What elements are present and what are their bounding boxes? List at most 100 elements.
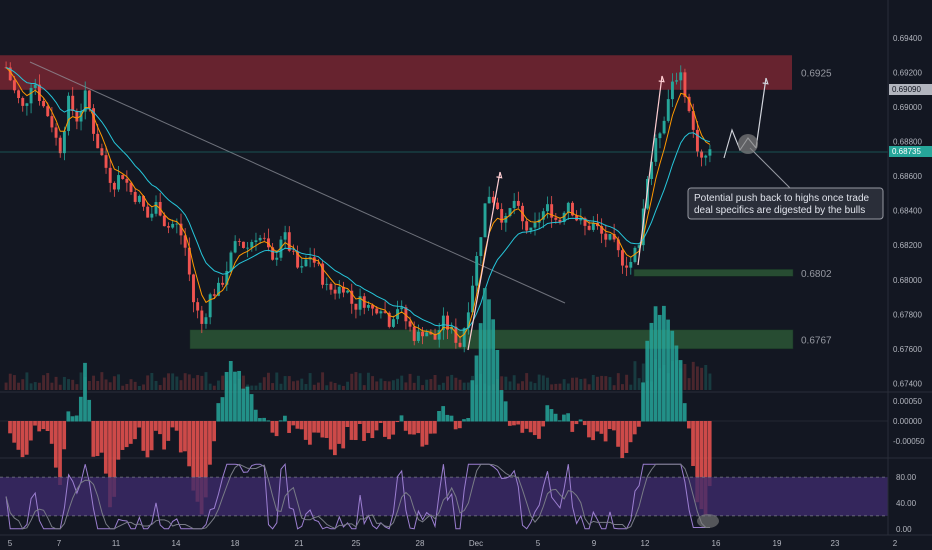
candle xyxy=(212,288,216,300)
osc1-bar xyxy=(295,421,300,429)
osc1-bar xyxy=(253,409,258,422)
volume-bar xyxy=(129,379,133,390)
annotation-callout[interactable]: Potential push back to highs once trade … xyxy=(687,134,884,220)
osc1-bar xyxy=(187,421,191,467)
volume-bar xyxy=(154,380,158,390)
price-tick-label: 0.68400 xyxy=(893,207,922,216)
candle-body xyxy=(104,155,108,168)
candle xyxy=(695,121,699,157)
candle xyxy=(670,73,674,108)
zone-support-minor[interactable] xyxy=(633,269,794,277)
candle xyxy=(562,211,566,225)
candle-body xyxy=(354,303,358,310)
price-tick-label: 0.68200 xyxy=(893,241,922,250)
time-tick-label: Dec xyxy=(469,539,483,548)
osc1-bar xyxy=(112,421,117,497)
time-axis[interactable]: 5 7 11 14 18 21 25 28 Dec 5 9 12 16 19 23 2 xyxy=(8,539,898,548)
annotation-box[interactable] xyxy=(687,187,884,220)
candle xyxy=(21,96,25,112)
candle xyxy=(658,131,662,149)
candle-body xyxy=(75,111,79,122)
candle-body xyxy=(358,296,362,310)
candle-body xyxy=(179,223,183,236)
candle xyxy=(208,292,212,325)
volume-bar xyxy=(79,372,83,390)
osc1-bar xyxy=(616,421,620,447)
candle-body xyxy=(554,217,558,220)
volume-bar xyxy=(17,382,21,390)
candle-body xyxy=(608,234,612,240)
osc1-tick-label: -0.00050 xyxy=(893,437,925,446)
zone-resistance[interactable] xyxy=(0,55,792,90)
osc1-bar xyxy=(333,421,337,456)
volume-bar xyxy=(29,383,33,390)
candle xyxy=(625,256,629,277)
projection-arrows-layer[interactable] xyxy=(467,75,769,351)
osc1-bar xyxy=(641,382,645,422)
osc1-bar xyxy=(70,416,75,422)
candle-body xyxy=(92,108,95,134)
volume-bar xyxy=(175,376,179,390)
osc1-bar xyxy=(37,421,42,432)
osc1-bar xyxy=(578,419,583,422)
candle-body xyxy=(546,204,549,212)
time-tick-label: 7 xyxy=(57,539,62,548)
candle-body xyxy=(375,308,379,314)
osc1-bar xyxy=(582,421,587,426)
volume-bar xyxy=(287,376,291,390)
candle-body xyxy=(25,103,29,106)
price-tick-label: 0.67400 xyxy=(893,379,922,388)
candle-body xyxy=(50,116,54,128)
osc1-bar xyxy=(191,421,196,491)
candle-body xyxy=(496,202,499,210)
candle-body xyxy=(446,315,449,330)
osc1-bar xyxy=(682,403,687,422)
histogram-oscillator xyxy=(0,288,888,515)
candle xyxy=(479,237,483,264)
time-tick-label: 9 xyxy=(592,539,597,548)
candle xyxy=(225,261,229,291)
osc1-bar xyxy=(470,380,475,422)
volume-bar xyxy=(104,379,108,390)
candle xyxy=(71,87,75,116)
candle-body xyxy=(329,283,333,290)
price-axis[interactable]: 0.69400 0.69200 0.69000 0.68800 0.68600 0.684… xyxy=(893,34,922,388)
projection-arrow-shaft xyxy=(755,77,767,149)
osc1-bar xyxy=(520,421,525,433)
candle-body xyxy=(150,213,154,218)
rally-arrow-2-head xyxy=(658,75,665,83)
candle xyxy=(104,146,108,174)
osc1-bar xyxy=(528,421,533,433)
volume-bar xyxy=(125,383,129,390)
candle xyxy=(37,74,41,106)
osc1-bar xyxy=(599,421,604,434)
stochastic-oscillator xyxy=(0,462,888,530)
osc1-bar xyxy=(495,349,500,422)
volume-bar xyxy=(441,382,445,390)
candle xyxy=(100,143,104,157)
oversold-highlight xyxy=(697,514,719,528)
candle-body xyxy=(79,111,83,122)
osc1-bar xyxy=(457,421,462,429)
osc2-tick-label: 40.00 xyxy=(896,499,917,508)
rally-arrow-2[interactable] xyxy=(637,75,665,266)
price-tick-label: 0.68600 xyxy=(893,172,922,181)
rally-arrow-1-head xyxy=(496,171,503,179)
volume-bar xyxy=(516,383,520,390)
time-tick-label: 5 xyxy=(8,539,13,548)
price-tick-label: 0.68000 xyxy=(893,276,922,285)
osc1-bar xyxy=(74,415,79,422)
volume-bar xyxy=(146,375,150,390)
volume-bar xyxy=(362,385,366,390)
volume-bar xyxy=(87,380,91,390)
candle xyxy=(233,235,237,254)
volume-bar xyxy=(62,376,66,390)
osc1-bar xyxy=(216,403,221,422)
volume-bar xyxy=(600,375,604,390)
projection-arrow[interactable] xyxy=(755,77,769,149)
candle-body xyxy=(121,175,125,179)
candle xyxy=(462,327,466,353)
rally-arrow-1[interactable] xyxy=(467,171,503,351)
candle-body xyxy=(654,138,658,162)
